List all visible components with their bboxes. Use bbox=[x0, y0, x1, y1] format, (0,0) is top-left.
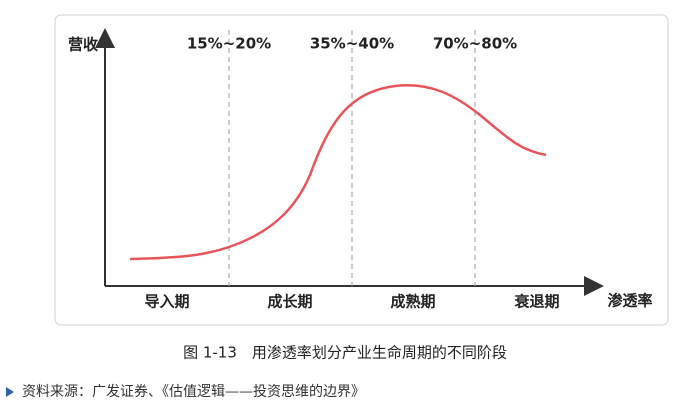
stage-label: 成长期 bbox=[267, 293, 312, 311]
x-label: 渗透率 bbox=[607, 292, 652, 310]
stage-label: 衰退期 bbox=[513, 293, 559, 311]
lifecycle-curve bbox=[129, 84, 547, 261]
threshold-label: 15%~20% bbox=[187, 35, 271, 53]
threshold-label: 70%~80% bbox=[433, 35, 517, 53]
threshold-label: 35%~40% bbox=[310, 35, 394, 53]
stage-label: 导入期 bbox=[144, 293, 189, 311]
caption: 图 1-13 用渗透率划分产业生命周期的不同阶段 bbox=[183, 344, 507, 362]
y-label: 营收 bbox=[68, 36, 98, 54]
bullet bbox=[6, 387, 14, 397]
stage-label: 成熟期 bbox=[390, 293, 435, 311]
source: 资料来源：广发证券、《估值逻辑——投资思维的边界》 bbox=[22, 384, 365, 400]
frame bbox=[54, 14, 669, 326]
